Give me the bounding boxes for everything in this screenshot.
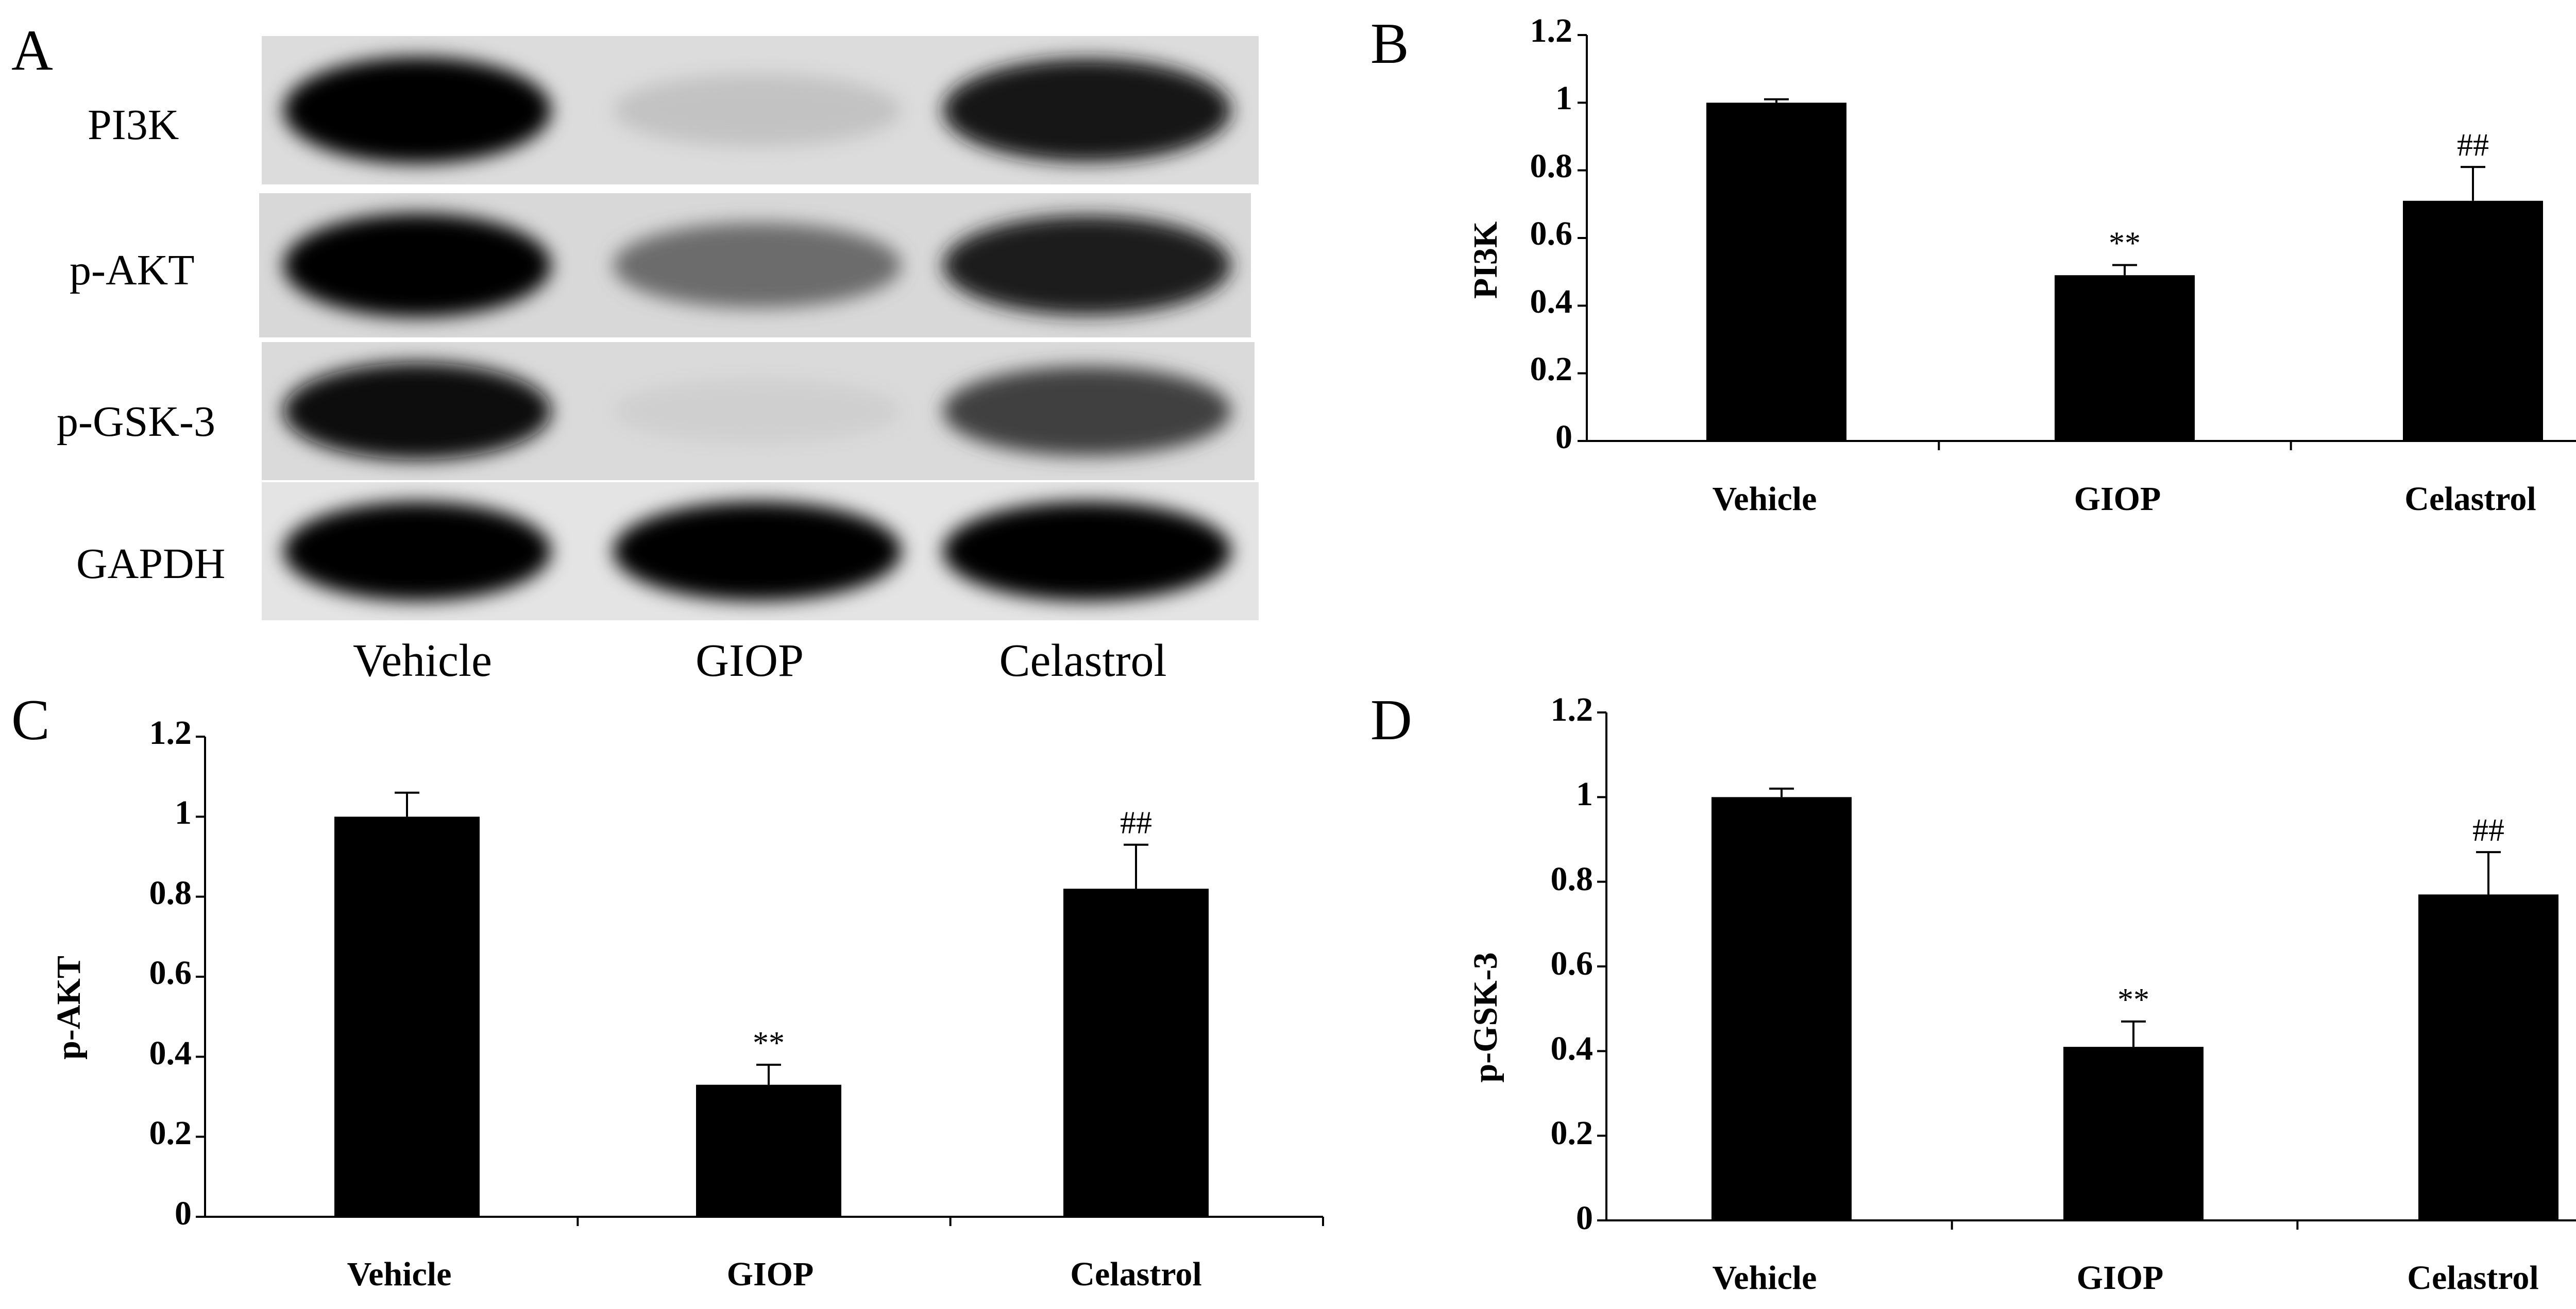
chart-b-ytick: 0.2 bbox=[1530, 350, 1573, 388]
chart-d-marks bbox=[1597, 711, 2576, 1230]
chart-b-pi3k: PI3K 0 0.2 0.4 0.6 0.8 1 1.2 Vehicle GIO… bbox=[1467, 12, 2576, 518]
chart-c-ytick: 1 bbox=[175, 794, 192, 831]
panel-letter-a: A bbox=[11, 19, 53, 82]
chart-c-annotation-celastrol: ## bbox=[1120, 806, 1152, 841]
lane-label-celastrol: Celastrol bbox=[999, 635, 1167, 686]
chart-c-p-akt: p-AKT 0 0.2 0.4 0.6 0.8 1 1.2 Vehicle GI… bbox=[50, 714, 1324, 1293]
chart-b-annotations: ** ## bbox=[2109, 128, 2489, 261]
chart-d-category-giop: GIOP bbox=[2077, 1259, 2164, 1297]
chart-d-category-vehicle: Vehicle bbox=[1713, 1259, 1817, 1297]
chart-c-ytick: 1.2 bbox=[149, 714, 192, 752]
chart-b-ylabel: PI3K bbox=[1467, 222, 1504, 299]
bar bbox=[2403, 200, 2543, 441]
chart-d-ytick: 0.6 bbox=[1551, 945, 1594, 982]
chart-d-ytick: 0.8 bbox=[1551, 860, 1594, 898]
chart-c-category-giop: GIOP bbox=[727, 1255, 814, 1293]
blot-label-pi3k: PI3K bbox=[88, 101, 179, 149]
chart-b-category-labels: Vehicle GIOP Celastrol bbox=[1713, 480, 2536, 518]
blot-band bbox=[283, 501, 551, 601]
bar bbox=[1706, 103, 1846, 441]
blot-label-gapdh: GAPDH bbox=[76, 540, 225, 588]
chart-b-annotation-celastrol: ## bbox=[2457, 128, 2489, 163]
chart-b-ytick: 0.6 bbox=[1530, 215, 1573, 252]
blot-band bbox=[943, 366, 1231, 456]
chart-b-category-vehicle: Vehicle bbox=[1713, 480, 1817, 518]
chart-b-marks bbox=[1578, 34, 2576, 450]
blot-band bbox=[613, 222, 902, 309]
chart-c-ytick: 0.8 bbox=[149, 874, 192, 912]
chart-d-tick-labels: 0 0.2 0.4 0.6 0.8 1 1.2 bbox=[1551, 691, 1594, 1237]
chart-d-annotation-celastrol: ## bbox=[2472, 813, 2504, 848]
chart-b-tick-labels: 0 0.2 0.4 0.6 0.8 1 1.2 bbox=[1530, 12, 1573, 456]
chart-b-ytick: 0.4 bbox=[1530, 283, 1573, 320]
chart-c-ylabel: p-AKT bbox=[50, 956, 88, 1060]
bar bbox=[1063, 889, 1209, 1217]
blot-label-p-gsk-3: p-GSK-3 bbox=[57, 398, 215, 446]
chart-d-ytick: 0.2 bbox=[1551, 1114, 1594, 1152]
chart-c-ytick: 0.4 bbox=[149, 1034, 192, 1072]
chart-d-category-labels: Vehicle GIOP Celastrol bbox=[1713, 1259, 2539, 1297]
chart-d-ytick: 0 bbox=[1576, 1199, 1593, 1237]
blot-band bbox=[283, 362, 551, 460]
blot-band bbox=[283, 213, 551, 317]
chart-d-ylabel: p-GSK-3 bbox=[1467, 952, 1504, 1082]
chart-b-category-giop: GIOP bbox=[2074, 480, 2161, 518]
lane-label-giop: GIOP bbox=[696, 635, 804, 686]
blot-band bbox=[283, 57, 551, 164]
blot-band bbox=[943, 58, 1231, 162]
chart-d-annotation-giop: ** bbox=[2117, 982, 2149, 1017]
panel-letter-c: C bbox=[11, 688, 50, 752]
chart-d-annotations: ** ## bbox=[2117, 813, 2504, 1017]
bar bbox=[1711, 797, 1852, 1220]
blot-band bbox=[613, 378, 902, 444]
bar bbox=[2055, 275, 2195, 441]
chart-c-tick-labels: 0 0.2 0.4 0.6 0.8 1 1.2 bbox=[149, 714, 192, 1232]
chart-c-annotations: ** ## bbox=[753, 806, 1152, 1061]
blot-band bbox=[613, 501, 902, 601]
chart-b-ytick: 0 bbox=[1555, 418, 1572, 456]
blot-label-p-akt: p-AKT bbox=[70, 246, 195, 294]
bar bbox=[2418, 894, 2558, 1220]
blot-bands bbox=[283, 57, 1231, 601]
bar bbox=[334, 817, 480, 1217]
blot-band bbox=[943, 215, 1231, 315]
chart-d-ytick: 0.4 bbox=[1551, 1030, 1594, 1067]
blot-protein-labels: PI3K p-AKT p-GSK-3 GAPDH bbox=[57, 101, 225, 588]
bar bbox=[696, 1084, 841, 1217]
chart-b-annotation-giop: ** bbox=[2109, 226, 2141, 261]
chart-d-p-gsk-3: p-GSK-3 0 0.2 0.4 0.6 0.8 1 1.2 Vehicle … bbox=[1467, 691, 2576, 1297]
western-blot: PI3K p-AKT p-GSK-3 GAPDH Vehicle GIOP Ce… bbox=[57, 36, 1259, 686]
chart-d-category-celastrol: Celastrol bbox=[2407, 1259, 2538, 1297]
chart-c-category-celastrol: Celastrol bbox=[1070, 1255, 1201, 1293]
bar bbox=[2063, 1047, 2204, 1220]
chart-c-category-labels: Vehicle GIOP Celastrol bbox=[347, 1255, 1202, 1293]
chart-d-ytick: 1 bbox=[1576, 775, 1593, 813]
chart-c-ytick: 0 bbox=[175, 1195, 192, 1232]
blot-band bbox=[943, 501, 1231, 601]
panel-letter-b: B bbox=[1370, 12, 1409, 76]
blot-band bbox=[613, 74, 902, 147]
chart-c-category-vehicle: Vehicle bbox=[347, 1255, 452, 1293]
chart-b-ytick: 0.8 bbox=[1530, 147, 1573, 185]
chart-b-ytick: 1.2 bbox=[1530, 12, 1573, 49]
chart-c-annotation-giop: ** bbox=[753, 1026, 785, 1061]
panel-letter-d: D bbox=[1370, 688, 1412, 752]
chart-c-marks bbox=[196, 736, 1324, 1226]
chart-b-category-celastrol: Celastrol bbox=[2404, 480, 2536, 518]
chart-d-ytick: 1.2 bbox=[1551, 691, 1594, 728]
chart-c-ytick: 0.2 bbox=[149, 1114, 192, 1152]
chart-c-ytick: 0.6 bbox=[149, 954, 192, 992]
blot-lane-labels: Vehicle GIOP Celastrol bbox=[353, 635, 1166, 686]
lane-label-vehicle: Vehicle bbox=[353, 635, 492, 686]
chart-b-ytick: 1 bbox=[1555, 79, 1572, 117]
